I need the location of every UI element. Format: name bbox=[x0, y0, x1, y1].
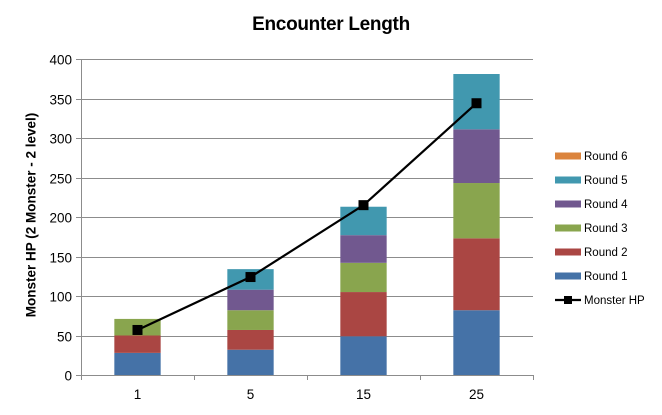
bar-segment-round-5 bbox=[340, 206, 387, 236]
legend-label: Round 4 bbox=[584, 199, 628, 211]
square-marker-icon bbox=[471, 98, 482, 109]
y-tick-label: 0 bbox=[64, 369, 72, 384]
bar-segment-round-3 bbox=[340, 262, 387, 293]
legend-item-monster-hp: Monster HP bbox=[555, 295, 645, 307]
bar-segment-round-4 bbox=[227, 289, 274, 311]
y-tick-label: 400 bbox=[49, 53, 72, 68]
legend-item-round-1: Round 1 bbox=[555, 271, 627, 283]
legend-swatch bbox=[555, 200, 581, 208]
bar-segment-round-2 bbox=[114, 335, 161, 353]
bar-segment-round-1 bbox=[340, 336, 387, 375]
bar-segment-round-4 bbox=[340, 235, 387, 263]
chart-title: Encounter Length bbox=[252, 14, 410, 35]
bar-segment-round-1 bbox=[114, 352, 161, 375]
y-tick-label: 300 bbox=[49, 132, 72, 147]
legend-label: Round 2 bbox=[584, 247, 627, 259]
y-tick-label: 100 bbox=[49, 290, 72, 305]
square-marker-icon bbox=[132, 324, 143, 335]
legend-label: Round 1 bbox=[584, 271, 627, 283]
legend-item-round-2: Round 2 bbox=[555, 247, 627, 259]
legend-item-round-3: Round 3 bbox=[555, 223, 627, 235]
legend-swatch bbox=[555, 176, 581, 184]
legend-swatch bbox=[555, 152, 581, 160]
y-tick-label: 350 bbox=[49, 93, 72, 108]
bar-segment-round-1 bbox=[453, 310, 500, 375]
y-tick-label: 50 bbox=[57, 330, 72, 345]
legend-item-round-4: Round 4 bbox=[555, 199, 628, 211]
bar-segment-round-2 bbox=[340, 292, 387, 337]
legend-swatch bbox=[555, 248, 581, 256]
bar-segment-round-2 bbox=[227, 329, 274, 350]
x-tick-label: 1 bbox=[134, 387, 142, 402]
y-tick-label: 200 bbox=[49, 211, 72, 226]
x-tick-label: 5 bbox=[247, 387, 255, 402]
stacked-bars bbox=[114, 74, 500, 375]
legend-swatch bbox=[555, 224, 581, 232]
square-marker-icon bbox=[564, 296, 572, 304]
legend-label: Round 6 bbox=[584, 151, 627, 163]
y-tick-label: 150 bbox=[49, 251, 72, 266]
monster-hp-line bbox=[132, 98, 482, 335]
bar-segment-round-2 bbox=[453, 238, 500, 311]
legend-label: Round 3 bbox=[584, 223, 627, 235]
legend-label: Round 5 bbox=[584, 175, 627, 187]
square-marker-icon bbox=[358, 200, 369, 211]
legend-label: Monster HP bbox=[584, 295, 645, 307]
square-marker-icon bbox=[245, 272, 256, 283]
x-tick-label: 25 bbox=[469, 387, 484, 402]
bar-segment-round-3 bbox=[227, 310, 274, 330]
bar-segment-round-1 bbox=[227, 349, 274, 375]
legend-item-round-6: Round 6 bbox=[555, 151, 627, 163]
x-tick-label: 15 bbox=[356, 387, 371, 402]
legend-swatch bbox=[555, 272, 581, 280]
bar-segment-round-4 bbox=[453, 129, 500, 184]
line-path bbox=[137, 102, 478, 331]
legend-item-round-5: Round 5 bbox=[555, 175, 627, 187]
y-tick-label: 250 bbox=[49, 172, 72, 187]
legend: Round 6 Round 5 Round 4 Round 3 Round 2 Round… bbox=[555, 151, 645, 307]
bar-segment-round-3 bbox=[453, 183, 500, 239]
